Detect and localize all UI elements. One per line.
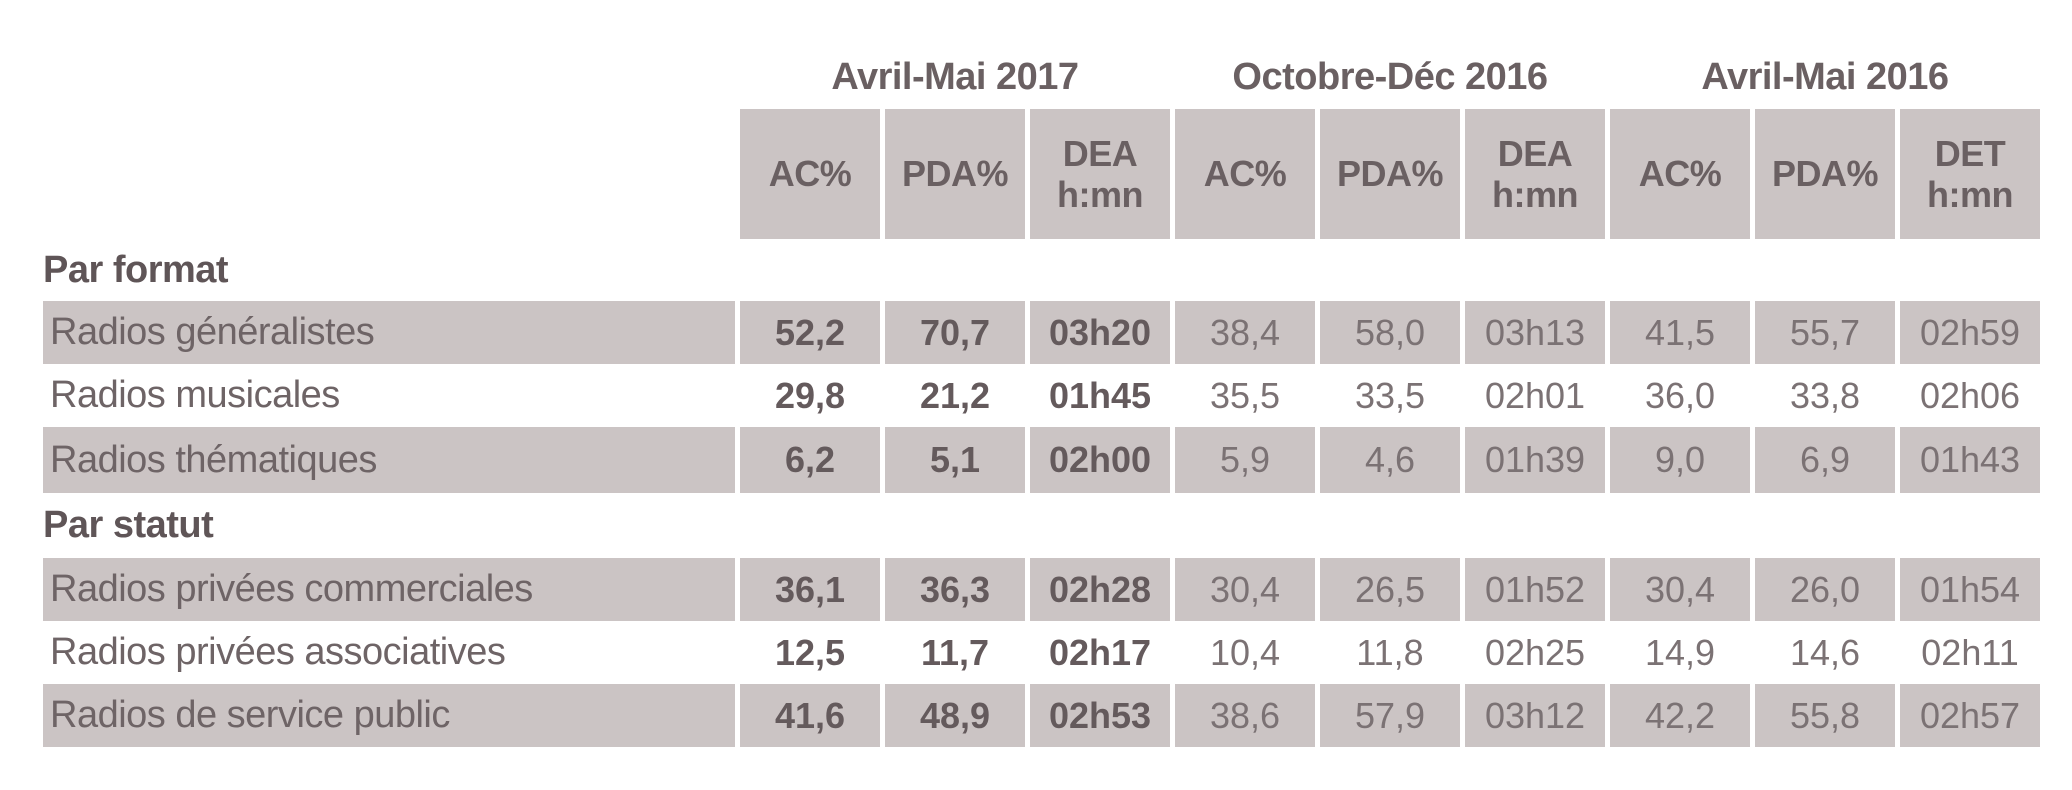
column-header-line1: PDA% xyxy=(1336,153,1444,195)
column-header-line2: h:mn xyxy=(1057,174,1143,215)
column-header-line1: AC% xyxy=(1203,153,1287,195)
value-cell: 36,1 xyxy=(740,558,880,621)
value-cell: 01h45 xyxy=(1048,374,1152,416)
column-header-line1: PDA% xyxy=(901,153,1009,195)
value-cell: 38,4 xyxy=(1175,301,1315,364)
column-header: PDA% xyxy=(1320,109,1460,239)
value-cell: 5,9 xyxy=(1175,427,1315,493)
value-cell: 01h43 xyxy=(1900,427,2040,493)
row-label: Radios musicales xyxy=(50,374,340,416)
value-cell: 35,5 xyxy=(1209,374,1281,416)
value-cell: 9,0 xyxy=(1610,427,1750,493)
radio-audience-table: Avril-Mai 2017 Octobre-Déc 2016 Avril-Ma… xyxy=(43,45,2040,747)
value-cell: 01h39 xyxy=(1465,427,1605,493)
value-cell: 33,5 xyxy=(1354,374,1426,416)
value-cell: 41,6 xyxy=(740,684,880,747)
column-header-line2: h:mn xyxy=(1492,174,1578,215)
value-cell: 02h57 xyxy=(1900,684,2040,747)
column-header: DEA h:mn xyxy=(1465,109,1605,239)
value-cell: 03h20 xyxy=(1030,301,1170,364)
column-header-line2: h:mn xyxy=(1927,174,2013,215)
value-cell: 42,2 xyxy=(1610,684,1750,747)
value-cell: 26,5 xyxy=(1320,558,1460,621)
value-cell: 58,0 xyxy=(1320,301,1460,364)
value-cell: 6,2 xyxy=(740,427,880,493)
column-header-line1: DEA xyxy=(1062,132,1138,174)
value-cell: 02h17 xyxy=(1048,631,1152,673)
value-cell: 26,0 xyxy=(1755,558,1895,621)
column-header-line1: DEA xyxy=(1497,132,1573,174)
value-cell: 55,7 xyxy=(1755,301,1895,364)
value-cell: 02h01 xyxy=(1484,374,1586,416)
value-cell: 33,8 xyxy=(1789,374,1861,416)
column-header: AC% xyxy=(740,109,880,239)
column-header-line1: AC% xyxy=(1638,153,1722,195)
period-header: Avril-Mai 2017 xyxy=(831,56,1079,98)
value-cell: 6,9 xyxy=(1755,427,1895,493)
value-cell: 02h53 xyxy=(1030,684,1170,747)
value-cell: 38,6 xyxy=(1175,684,1315,747)
value-cell: 48,9 xyxy=(885,684,1025,747)
column-header: DET h:mn xyxy=(1900,109,2040,239)
value-cell: 03h12 xyxy=(1465,684,1605,747)
value-cell: 36,0 xyxy=(1644,374,1716,416)
period-header: Octobre-Déc 2016 xyxy=(1232,56,1548,98)
value-cell: 02h11 xyxy=(1921,631,2019,673)
value-cell: 55,8 xyxy=(1755,684,1895,747)
row-label: Radios généralistes xyxy=(43,301,735,364)
value-cell: 36,3 xyxy=(885,558,1025,621)
row-label: Radios de service public xyxy=(43,684,735,747)
value-cell: 5,1 xyxy=(885,427,1025,493)
period-header: Avril-Mai 2016 xyxy=(1701,56,1949,98)
value-cell: 01h54 xyxy=(1900,558,2040,621)
value-cell: 11,7 xyxy=(920,631,990,673)
row-label: Radios privées associatives xyxy=(50,631,506,673)
column-header: DEA h:mn xyxy=(1030,109,1170,239)
row-label: Radios privées commerciales xyxy=(43,558,735,621)
column-header: PDA% xyxy=(885,109,1025,239)
value-cell: 70,7 xyxy=(885,301,1025,364)
value-cell: 14,9 xyxy=(1644,631,1716,673)
section-label: Par format xyxy=(43,248,229,291)
value-cell: 01h52 xyxy=(1465,558,1605,621)
value-cell: 02h28 xyxy=(1030,558,1170,621)
column-header: AC% xyxy=(1610,109,1750,239)
column-header-line1: AC% xyxy=(768,153,852,195)
value-cell: 02h25 xyxy=(1484,631,1586,673)
value-cell: 30,4 xyxy=(1610,558,1750,621)
value-cell: 21,2 xyxy=(919,374,991,416)
value-cell: 12,5 xyxy=(774,631,846,673)
value-cell: 30,4 xyxy=(1175,558,1315,621)
value-cell: 57,9 xyxy=(1320,684,1460,747)
value-cell: 02h06 xyxy=(1919,374,2021,416)
value-cell: 14,6 xyxy=(1789,631,1861,673)
row-label: Radios thématiques xyxy=(43,427,735,493)
value-cell: 4,6 xyxy=(1320,427,1460,493)
value-cell: 11,8 xyxy=(1356,631,1424,673)
column-header: AC% xyxy=(1175,109,1315,239)
value-cell: 03h13 xyxy=(1465,301,1605,364)
value-cell: 02h59 xyxy=(1900,301,2040,364)
column-header: PDA% xyxy=(1755,109,1895,239)
value-cell: 52,2 xyxy=(740,301,880,364)
value-cell: 41,5 xyxy=(1610,301,1750,364)
value-cell: 10,4 xyxy=(1209,631,1281,673)
value-cell: 29,8 xyxy=(774,374,846,416)
section-label: Par statut xyxy=(43,504,214,546)
column-header-line1: DET xyxy=(1934,132,2006,174)
value-cell: 02h00 xyxy=(1030,427,1170,493)
column-header-line1: PDA% xyxy=(1771,153,1879,195)
